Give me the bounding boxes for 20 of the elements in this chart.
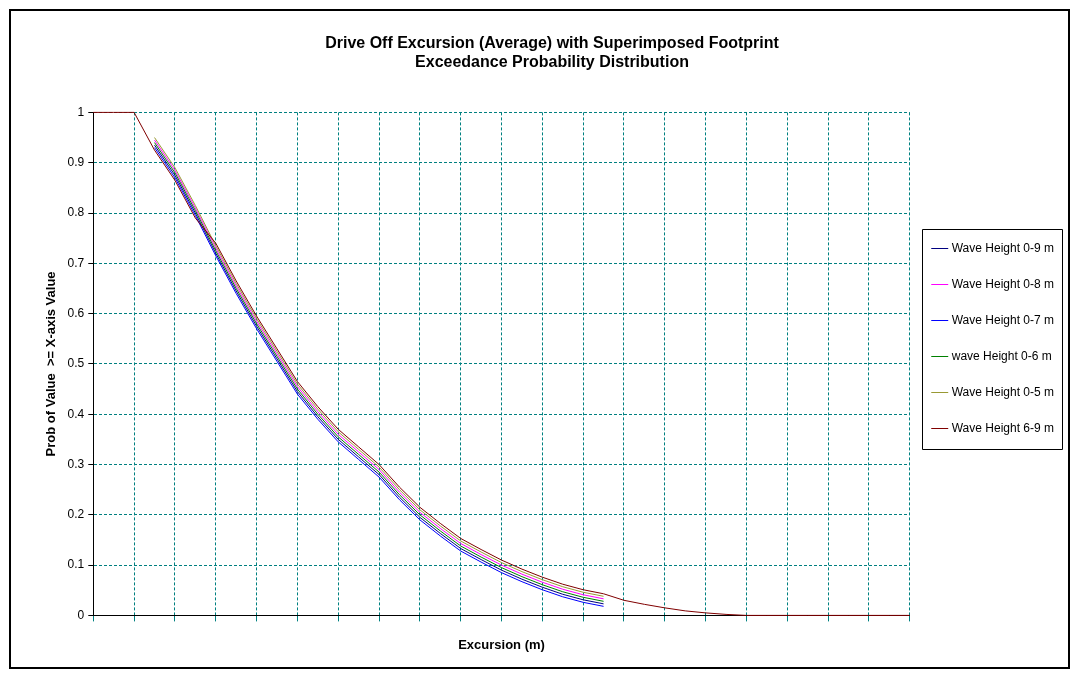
- y-tick-label: 0: [77, 607, 85, 622]
- y-tick-label: 1: [77, 104, 85, 119]
- x-axis-title: Excursion (m): [458, 636, 545, 652]
- y-tick-label: 0.9: [67, 155, 85, 170]
- y-tick-label: 0.3: [67, 456, 85, 471]
- legend-label: Wave Height 0-9 m: [951, 240, 1055, 255]
- y-tick-label: 0.8: [67, 205, 85, 220]
- legend-label: Wave Height 6-9 m: [951, 420, 1055, 435]
- y-tick-label: 0.7: [67, 255, 85, 270]
- y-axis-title: Prob of Value >= X-axis Value: [43, 271, 59, 457]
- legend-label: wave Height 0-6 m: [950, 348, 1052, 363]
- y-tick-label: 0.2: [67, 507, 85, 522]
- chart-title: Drive Off Excursion (Average) with Superimposed Footprint Exceedance Probability Distribution: [325, 34, 780, 71]
- legend-label: Wave Height 0-7 m: [951, 312, 1055, 327]
- y-tick-label: 0.4: [67, 406, 85, 421]
- y-tick-label: 0.5: [67, 356, 85, 371]
- y-tick-label: 0.6: [67, 305, 85, 320]
- legend-label: Wave Height 0-8 m: [951, 276, 1055, 291]
- legend-label: Wave Height 0-5 m: [951, 384, 1055, 399]
- y-tick-label: 0.1: [67, 557, 85, 572]
